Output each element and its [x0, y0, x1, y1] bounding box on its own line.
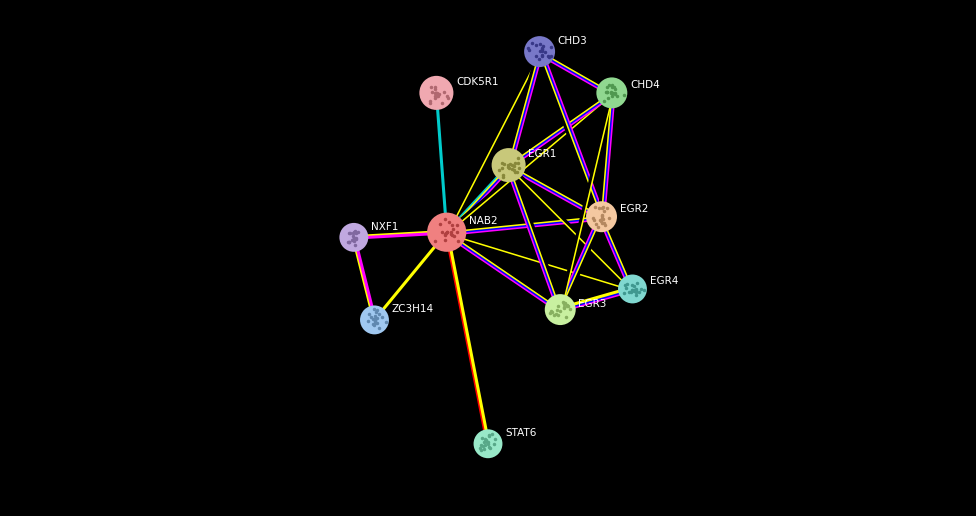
Text: EGR4: EGR4 — [649, 276, 678, 286]
Circle shape — [618, 275, 647, 303]
Circle shape — [420, 76, 454, 110]
Text: EGR2: EGR2 — [620, 204, 648, 214]
Text: EGR3: EGR3 — [579, 299, 607, 309]
Text: CDK5R1: CDK5R1 — [456, 77, 499, 87]
Circle shape — [524, 36, 555, 67]
Circle shape — [360, 305, 388, 334]
Circle shape — [586, 201, 617, 232]
Circle shape — [492, 148, 526, 182]
Text: NXF1: NXF1 — [371, 222, 398, 232]
Text: EGR1: EGR1 — [528, 149, 556, 159]
Circle shape — [473, 429, 503, 458]
Text: CHD4: CHD4 — [630, 80, 660, 90]
Circle shape — [596, 77, 628, 108]
Text: ZC3H14: ZC3H14 — [391, 304, 433, 314]
Circle shape — [545, 294, 576, 325]
Circle shape — [340, 223, 368, 252]
Text: CHD3: CHD3 — [557, 36, 588, 46]
Circle shape — [427, 213, 467, 252]
Text: STAT6: STAT6 — [505, 428, 537, 438]
Text: NAB2: NAB2 — [468, 216, 498, 225]
